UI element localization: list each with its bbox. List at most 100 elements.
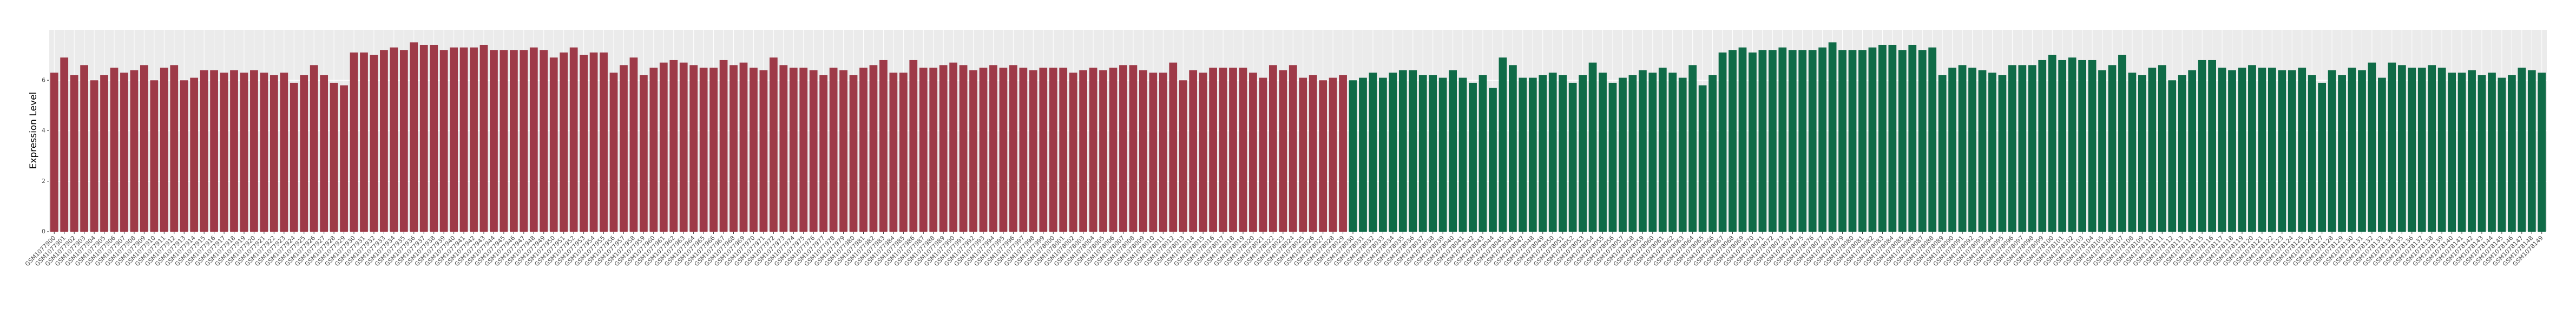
bar bbox=[2397, 65, 2406, 232]
bar bbox=[1698, 85, 1707, 232]
bar bbox=[360, 52, 368, 232]
bar bbox=[1269, 65, 1277, 232]
bar bbox=[2018, 65, 2027, 232]
bar bbox=[310, 65, 318, 232]
bar bbox=[2498, 77, 2506, 232]
bar bbox=[1438, 77, 1447, 232]
bar bbox=[1229, 67, 1237, 232]
bar bbox=[879, 60, 888, 232]
bar bbox=[1478, 75, 1487, 232]
bar bbox=[549, 57, 558, 232]
bar bbox=[2008, 65, 2016, 232]
bar bbox=[1139, 70, 1147, 232]
bar bbox=[1489, 88, 1497, 232]
y-tick-label: 4 bbox=[42, 127, 45, 134]
bar bbox=[909, 60, 918, 232]
bar bbox=[1579, 75, 1587, 232]
bar bbox=[2068, 57, 2076, 232]
bar bbox=[1858, 50, 1867, 232]
bar bbox=[1958, 65, 1967, 232]
bar bbox=[2278, 70, 2286, 232]
bar bbox=[160, 67, 168, 232]
bar bbox=[1089, 67, 1098, 232]
bar bbox=[639, 75, 648, 232]
bar bbox=[2168, 80, 2177, 232]
bar bbox=[220, 73, 228, 232]
bar bbox=[2358, 70, 2366, 232]
bar bbox=[1638, 70, 1647, 232]
bar bbox=[1688, 65, 1697, 232]
y-axis-title: Expression Level bbox=[28, 92, 39, 169]
bar bbox=[300, 75, 308, 232]
bar bbox=[1668, 73, 1677, 232]
bar bbox=[2368, 62, 2376, 232]
bar bbox=[1798, 50, 1807, 232]
bar bbox=[529, 47, 538, 232]
bar bbox=[2378, 77, 2386, 232]
bar bbox=[60, 57, 69, 232]
bar bbox=[1838, 50, 1846, 232]
bar bbox=[999, 67, 1008, 232]
bar bbox=[2298, 67, 2306, 232]
bar bbox=[110, 67, 119, 232]
bar bbox=[290, 82, 298, 232]
bar bbox=[2508, 75, 2516, 232]
bar bbox=[799, 67, 808, 232]
bar bbox=[1878, 44, 1887, 232]
bar bbox=[2338, 75, 2346, 232]
bar bbox=[2198, 60, 2206, 232]
bar bbox=[1039, 67, 1048, 232]
bar bbox=[2388, 62, 2396, 232]
bar bbox=[2158, 65, 2166, 232]
bar bbox=[1349, 80, 1357, 232]
y-tick-label: 2 bbox=[42, 178, 45, 185]
bar bbox=[1069, 73, 1077, 232]
bar bbox=[1319, 80, 1328, 232]
bar bbox=[929, 67, 938, 232]
bar bbox=[969, 70, 977, 232]
bar bbox=[1648, 73, 1657, 232]
bar bbox=[679, 62, 688, 232]
bar bbox=[779, 65, 788, 232]
bar bbox=[2408, 67, 2416, 232]
bar bbox=[320, 75, 328, 232]
bar bbox=[1418, 75, 1427, 232]
bar bbox=[450, 47, 458, 232]
bar bbox=[2208, 60, 2216, 232]
bar bbox=[889, 73, 898, 232]
bar bbox=[609, 73, 618, 232]
bar bbox=[1379, 77, 1387, 232]
bar bbox=[1499, 57, 1507, 232]
bar bbox=[240, 73, 248, 232]
bar bbox=[600, 52, 608, 232]
bar bbox=[1548, 73, 1557, 232]
bar bbox=[399, 50, 408, 232]
bar bbox=[2448, 73, 2456, 232]
bar bbox=[1658, 67, 1667, 232]
y-tick-label: 0 bbox=[42, 228, 45, 235]
bar bbox=[2048, 55, 2056, 232]
bar bbox=[1429, 75, 1437, 232]
bar bbox=[1289, 65, 1297, 232]
bar bbox=[1129, 65, 1138, 232]
bar bbox=[1948, 67, 1957, 232]
bar bbox=[2518, 67, 2526, 232]
bar bbox=[2058, 60, 2067, 232]
bar bbox=[1389, 73, 1397, 232]
bar bbox=[959, 65, 968, 232]
bar bbox=[1119, 65, 1127, 232]
bar bbox=[709, 67, 718, 232]
bar bbox=[2238, 67, 2246, 232]
bar bbox=[979, 67, 988, 232]
bar bbox=[949, 62, 958, 232]
bar bbox=[370, 55, 378, 232]
bar bbox=[2088, 60, 2097, 232]
bar bbox=[1009, 65, 1017, 232]
bar bbox=[470, 47, 478, 232]
bar bbox=[2488, 73, 2496, 232]
y-tick-label: 6 bbox=[42, 76, 45, 83]
bar bbox=[190, 77, 199, 232]
bar bbox=[1029, 70, 1037, 232]
bar bbox=[180, 80, 188, 232]
bar bbox=[1729, 50, 1737, 232]
